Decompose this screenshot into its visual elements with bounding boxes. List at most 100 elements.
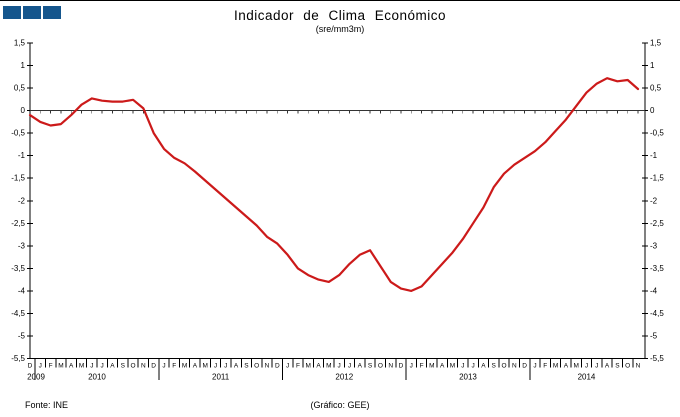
- svg-text:J: J: [162, 363, 165, 370]
- svg-text:-3: -3: [650, 241, 658, 250]
- svg-text:D: D: [275, 363, 280, 370]
- svg-text:2013: 2013: [459, 373, 477, 382]
- logo-square-3: [43, 6, 61, 19]
- svg-text:J: J: [461, 363, 464, 370]
- svg-text:J: J: [585, 363, 588, 370]
- svg-text:-3,5: -3,5: [11, 264, 25, 273]
- svg-text:F: F: [172, 363, 176, 370]
- svg-text:J: J: [348, 363, 351, 370]
- svg-text:A: A: [605, 363, 610, 370]
- svg-text:A: A: [316, 363, 321, 370]
- svg-text:A: A: [358, 363, 363, 370]
- svg-text:N: N: [636, 363, 641, 370]
- svg-text:M: M: [182, 363, 187, 370]
- svg-text:1: 1: [650, 61, 655, 70]
- svg-text:1,5: 1,5: [14, 39, 26, 48]
- svg-text:-2,5: -2,5: [650, 219, 664, 228]
- svg-text:A: A: [564, 363, 569, 370]
- svg-text:-3,5: -3,5: [650, 264, 664, 273]
- svg-text:S: S: [492, 363, 497, 370]
- svg-text:-0,5: -0,5: [650, 129, 664, 138]
- svg-text:J: J: [338, 363, 341, 370]
- svg-text:D: D: [399, 363, 404, 370]
- svg-text:A: A: [481, 363, 486, 370]
- zero-line: [30, 110, 645, 114]
- svg-text:M: M: [429, 363, 434, 370]
- svg-text:1,5: 1,5: [650, 39, 662, 48]
- svg-text:-1: -1: [18, 151, 26, 160]
- svg-text:-2,5: -2,5: [11, 219, 25, 228]
- svg-text:-1,5: -1,5: [650, 174, 664, 183]
- svg-text:N: N: [141, 363, 146, 370]
- svg-text:S: S: [368, 363, 373, 370]
- credit-note: (Gráfico: GEE): [310, 400, 370, 410]
- svg-text:S: S: [615, 363, 620, 370]
- svg-text:J: J: [410, 363, 413, 370]
- svg-text:A: A: [440, 363, 445, 370]
- svg-text:M: M: [58, 363, 63, 370]
- svg-text:-5,5: -5,5: [11, 354, 25, 363]
- svg-text:M: M: [573, 363, 578, 370]
- svg-text:2010: 2010: [88, 373, 106, 382]
- svg-text:O: O: [254, 363, 259, 370]
- svg-text:-5: -5: [18, 331, 26, 340]
- svg-text:A: A: [110, 363, 115, 370]
- svg-text:O: O: [625, 363, 630, 370]
- y-tick-labels: 1,5 1,5 1 1 0,5 0,5 0 0 -0,5 -0,5 -1 -1 -1,5 -1,5 -2 -2…: [11, 39, 664, 364]
- series-line: [28, 77, 640, 292]
- svg-text:1: 1: [21, 61, 26, 70]
- svg-text:F: F: [420, 363, 424, 370]
- svg-text:J: J: [286, 363, 289, 370]
- svg-text:F: F: [296, 363, 300, 370]
- svg-text:0: 0: [21, 106, 26, 115]
- svg-text:O: O: [378, 363, 383, 370]
- svg-text:F: F: [49, 363, 53, 370]
- svg-text:-4: -4: [650, 286, 658, 295]
- svg-text:M: M: [553, 363, 558, 370]
- svg-text:0,5: 0,5: [14, 84, 26, 93]
- svg-text:-2: -2: [18, 196, 26, 205]
- svg-text:N: N: [265, 363, 270, 370]
- svg-text:-2: -2: [650, 196, 658, 205]
- svg-text:2012: 2012: [335, 373, 353, 382]
- svg-text:M: M: [202, 363, 207, 370]
- svg-text:F: F: [543, 363, 547, 370]
- svg-text:-4: -4: [18, 286, 26, 295]
- svg-text:J: J: [224, 363, 227, 370]
- svg-text:N: N: [512, 363, 517, 370]
- svg-text:0,5: 0,5: [650, 84, 662, 93]
- svg-text:N: N: [388, 363, 393, 370]
- svg-text:-5,5: -5,5: [650, 354, 664, 363]
- title-block: Indicador de Clima Económico (sre/mm3m): [0, 8, 680, 34]
- chart-title: Indicador de Clima Económico: [233, 8, 447, 23]
- svg-text:M: M: [306, 363, 311, 370]
- svg-text:J: J: [533, 363, 536, 370]
- svg-text:M: M: [79, 363, 84, 370]
- svg-text:2009: 2009: [27, 373, 45, 382]
- svg-text:S: S: [121, 363, 126, 370]
- svg-text:D: D: [522, 363, 527, 370]
- axes: [29, 43, 646, 359]
- svg-text:M: M: [326, 363, 331, 370]
- svg-text:O: O: [131, 363, 136, 370]
- svg-text:J: J: [595, 363, 598, 370]
- logo-square-2: [23, 6, 41, 19]
- svg-text:J: J: [101, 363, 104, 370]
- svg-text:-4,5: -4,5: [650, 309, 664, 318]
- svg-text:D: D: [28, 363, 33, 370]
- svg-text:O: O: [502, 363, 507, 370]
- svg-text:M: M: [450, 363, 455, 370]
- svg-text:-4,5: -4,5: [11, 309, 25, 318]
- logo-square-1: [3, 6, 21, 19]
- logo: [3, 6, 61, 19]
- svg-text:S: S: [244, 363, 249, 370]
- svg-text:J: J: [214, 363, 217, 370]
- svg-text:0: 0: [650, 106, 655, 115]
- svg-text:A: A: [193, 363, 198, 370]
- svg-text:-3: -3: [18, 241, 26, 250]
- svg-text:2011: 2011: [212, 373, 230, 382]
- svg-text:-1: -1: [650, 151, 658, 160]
